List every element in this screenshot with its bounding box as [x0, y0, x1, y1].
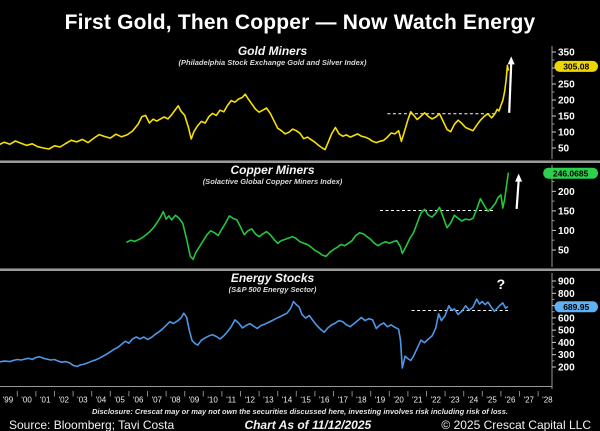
gold-miners-chart: 35030025020015010050305.08 — [0, 46, 598, 159]
svg-text:50: 50 — [558, 246, 570, 257]
gold-miners-panel: 35030025020015010050305.08 Gold Miners (… — [0, 44, 600, 160]
svg-text:'18: '18 — [356, 396, 367, 405]
svg-text:'26: '26 — [505, 396, 516, 405]
footer: Source: Bloomberg; Tavi Costa Chart As o… — [0, 416, 600, 431]
source-text: Source: Bloomberg; Tavi Costa — [9, 417, 175, 431]
svg-text:'21: '21 — [412, 396, 423, 405]
panel-divider — [0, 268, 600, 271]
svg-text:500: 500 — [558, 326, 575, 337]
panel-divider — [0, 160, 600, 163]
svg-text:'10: '10 — [207, 396, 218, 405]
svg-text:'15: '15 — [300, 396, 311, 405]
svg-text:200: 200 — [558, 96, 575, 107]
copper-miners-panel: 25020015010050246.0685 Copper Miners (So… — [0, 163, 600, 268]
svg-text:'09: '09 — [189, 396, 200, 405]
svg-text:'24: '24 — [468, 396, 479, 405]
svg-text:'06: '06 — [133, 396, 144, 405]
svg-text:'02: '02 — [59, 396, 70, 405]
svg-text:246.0685: 246.0685 — [553, 168, 589, 178]
energy-stocks-chart: 900800700600500400300200689.95? — [0, 273, 598, 389]
svg-text:300: 300 — [558, 350, 575, 361]
svg-text:'16: '16 — [319, 396, 330, 405]
svg-text:'19: '19 — [375, 396, 386, 405]
svg-text:200: 200 — [558, 363, 575, 374]
svg-text:'07: '07 — [152, 396, 163, 405]
svg-text:'25: '25 — [486, 396, 497, 405]
svg-text:350: 350 — [558, 48, 575, 59]
svg-text:'05: '05 — [114, 396, 125, 405]
svg-text:'12: '12 — [245, 396, 256, 405]
copper-miners-chart: 25020015010050246.0685 — [126, 165, 598, 267]
svg-text:150: 150 — [558, 112, 575, 123]
svg-text:'23: '23 — [449, 396, 460, 405]
svg-text:100: 100 — [558, 128, 575, 139]
svg-text:250: 250 — [558, 80, 575, 91]
svg-text:150: 150 — [558, 206, 575, 217]
svg-text:'17: '17 — [338, 396, 349, 405]
svg-text:'20: '20 — [393, 396, 404, 405]
svg-text:'00: '00 — [21, 396, 32, 405]
svg-text:600: 600 — [558, 313, 575, 324]
svg-text:'27: '27 — [524, 396, 535, 405]
energy-stocks-panel: 900800700600500400300200689.95? Energy S… — [0, 271, 600, 390]
svg-text:'99: '99 — [3, 396, 14, 405]
svg-text:'03: '03 — [77, 396, 88, 405]
svg-text:'01: '01 — [40, 396, 51, 405]
svg-text:'04: '04 — [96, 396, 107, 405]
svg-text:305.08: 305.08 — [563, 62, 589, 72]
svg-text:'28: '28 — [542, 396, 553, 405]
chart-date-text: Chart As of 11/12/2025 — [244, 417, 372, 431]
svg-text:689.95: 689.95 — [563, 302, 589, 312]
svg-text:800: 800 — [558, 289, 575, 300]
copyright-text: © 2025 Crescat Capital LLC — [441, 417, 591, 431]
svg-text:400: 400 — [558, 338, 575, 349]
up-arrow-annotation — [515, 173, 523, 209]
svg-text:'13: '13 — [263, 396, 274, 405]
x-axis-ticks: '99 '00 '01 '02 '03 '04 '05 '06 '07 '08 '09 '10 '11 '… — [3, 391, 553, 405]
disclosure-text: Disclosure: Crescat may or may not own t… — [92, 407, 508, 416]
svg-text:900: 900 — [558, 277, 575, 288]
svg-text:'11: '11 — [226, 396, 236, 405]
svg-text:'08: '08 — [170, 396, 181, 405]
up-arrow-annotation — [507, 56, 515, 113]
x-axis: '99 '00 '01 '02 '03 '04 '05 '06 '07 '08 '09 '10 '11 '… — [0, 390, 600, 407]
svg-text:50: 50 — [558, 144, 570, 155]
page-title: First Gold, Then Copper — Now Watch Ener… — [64, 11, 536, 34]
svg-text:100: 100 — [558, 226, 575, 237]
svg-text:'22: '22 — [431, 396, 442, 405]
question-mark-annotation: ? — [497, 276, 506, 292]
svg-text:'14: '14 — [282, 396, 293, 405]
svg-text:200: 200 — [558, 187, 575, 198]
